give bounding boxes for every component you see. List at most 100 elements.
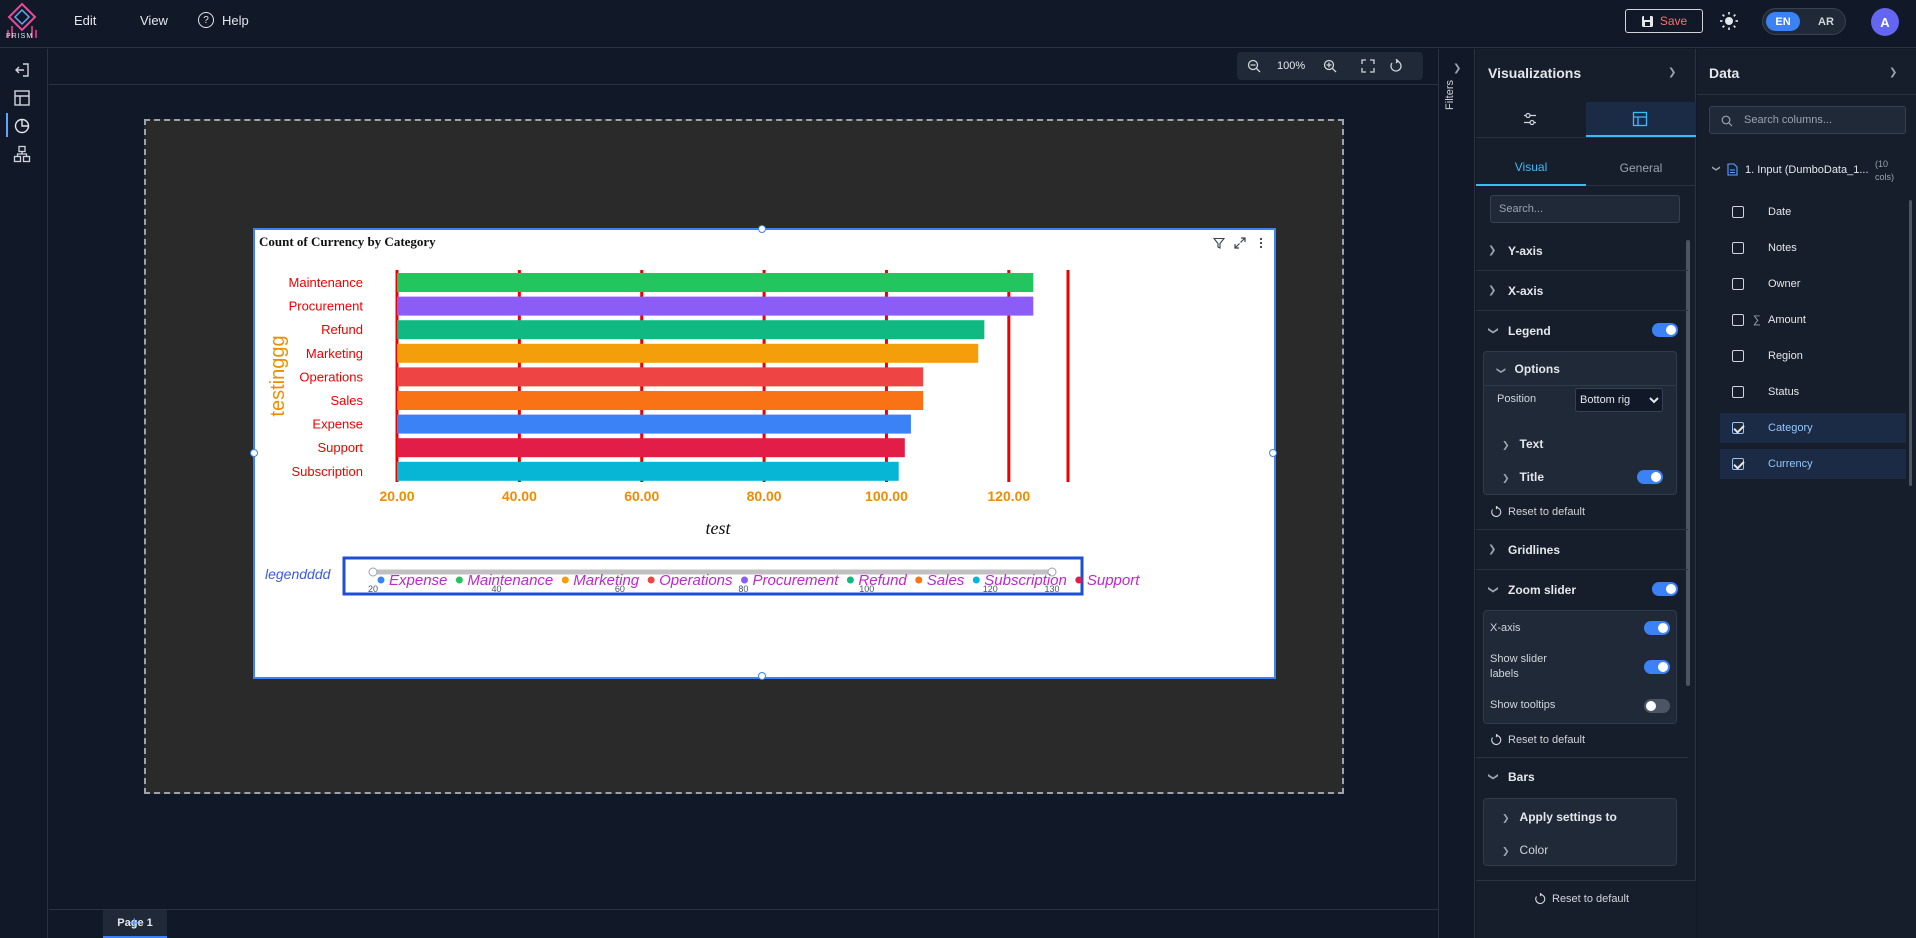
hierarchy-icon[interactable] — [13, 145, 31, 163]
section-x-axis[interactable]: ❯ X-axis — [1476, 271, 1688, 311]
layout-tab-active[interactable] — [1586, 102, 1696, 137]
source-count: (10 cols) — [1875, 159, 1895, 182]
apply-settings-row[interactable]: ❯ Apply settings to — [1502, 810, 1617, 824]
legend-reset-button[interactable]: Reset to default — [1490, 506, 1585, 518]
legend-item: Marketing — [573, 572, 640, 589]
help-icon[interactable]: ? — [198, 12, 214, 28]
menu-view[interactable]: View — [140, 13, 168, 28]
bar-expense — [397, 414, 911, 434]
column-row-owner[interactable]: Owner — [1720, 269, 1906, 299]
tab-visual[interactable]: Visual — [1476, 150, 1586, 186]
top-bar: PRISM Edit View ? Help Save EN AR A — [0, 0, 1916, 48]
column-checkbox[interactable] — [1732, 278, 1744, 290]
menu-edit[interactable]: Edit — [74, 13, 97, 28]
zoom-level: 100% — [1277, 60, 1306, 72]
viz-collapse-icon[interactable]: ❯ — [1668, 67, 1677, 78]
columns-search-input[interactable] — [1709, 106, 1906, 134]
column-row-amount[interactable]: ∑ Amount — [1720, 305, 1906, 335]
legend-position-select[interactable]: Bottom rig — [1575, 388, 1663, 412]
legend-text-row[interactable]: ❯ Text — [1502, 437, 1544, 451]
data-source-row[interactable]: ❯ 1. Input (DumboData_1... (10 cols) — [1709, 156, 1909, 186]
language-toggle[interactable]: EN AR — [1762, 8, 1846, 35]
column-checkbox[interactable] — [1732, 242, 1744, 254]
column-row-category[interactable]: Category — [1720, 413, 1906, 443]
zoom-reset-button[interactable]: Reset to default — [1490, 734, 1585, 746]
column-checkbox[interactable] — [1732, 422, 1744, 434]
legend-toggle[interactable] — [1652, 323, 1678, 337]
viz-search-input[interactable] — [1490, 195, 1680, 223]
zoom-in-icon[interactable] — [1323, 59, 1337, 73]
column-name: Category — [1768, 422, 1813, 434]
color-label: Color — [1519, 843, 1549, 857]
column-checkbox[interactable] — [1732, 314, 1744, 326]
bar-maintenance — [397, 273, 1034, 292]
section-zoom-slider[interactable]: ❯ Zoom slider — [1487, 583, 1577, 597]
section-bars[interactable]: ❯ Bars — [1487, 770, 1535, 784]
column-checkbox[interactable] — [1732, 350, 1744, 362]
data-scrollbar[interactable] — [1909, 200, 1912, 486]
page-tabs-bar: Page 1 + — [49, 909, 1438, 938]
show-slider-labels-toggle[interactable] — [1644, 660, 1670, 674]
section-gridlines[interactable]: ❯ Gridlines — [1476, 530, 1688, 570]
save-button[interactable]: Save — [1625, 9, 1703, 33]
zoom-x-axis-toggle[interactable] — [1644, 621, 1670, 635]
resize-handle-bottom[interactable] — [758, 672, 766, 680]
column-row-date[interactable]: Date — [1720, 197, 1906, 227]
fit-screen-icon[interactable] — [1361, 59, 1375, 73]
prism-logo[interactable]: PRISM — [2, 0, 42, 44]
x-tick-label: 40.00 — [502, 488, 537, 504]
viz-scrollbar[interactable] — [1686, 240, 1690, 686]
column-row-status[interactable]: Status — [1720, 377, 1906, 407]
x-tick-label: 80.00 — [747, 488, 782, 504]
column-checkbox[interactable] — [1732, 458, 1744, 470]
legend-options-header[interactable]: ❯ Options — [1496, 362, 1560, 376]
section-legend[interactable]: ❯ Legend — [1487, 324, 1551, 338]
column-checkbox[interactable] — [1732, 206, 1744, 218]
chart-pie-icon[interactable] — [13, 117, 31, 135]
source-name: 1. Input (DumboData_1... — [1745, 164, 1869, 176]
layout-icon[interactable] — [13, 89, 31, 107]
add-page-button[interactable]: + — [129, 913, 140, 933]
theme-sun-icon[interactable] — [1719, 11, 1739, 31]
column-row-region[interactable]: Region — [1720, 341, 1906, 371]
column-checkbox[interactable] — [1732, 386, 1744, 398]
legend-title-toggle[interactable] — [1637, 470, 1663, 484]
legend-title-row[interactable]: ❯ Title — [1502, 470, 1544, 484]
filters-strip[interactable]: ❯ — [1438, 49, 1475, 938]
format-settings-icon[interactable] — [1522, 111, 1538, 127]
show-tooltips-toggle[interactable] — [1644, 699, 1670, 713]
x-tick-label: 120.00 — [987, 488, 1030, 504]
zoom-out-icon[interactable] — [1247, 59, 1261, 73]
more-options-icon[interactable] — [1255, 237, 1267, 249]
column-name: Status — [1768, 386, 1800, 398]
section-y-axis[interactable]: ❯ Y-axis — [1476, 231, 1688, 271]
reset-view-icon[interactable] — [1389, 59, 1403, 73]
color-row[interactable]: ❯ Color — [1502, 843, 1549, 857]
tab-general-label: General — [1619, 160, 1663, 175]
x-tick-label: 20.00 — [379, 488, 414, 504]
bar-operations — [397, 367, 924, 387]
section-zoom-slider-label: Zoom slider — [1508, 583, 1577, 597]
data-collapse-icon[interactable]: ❯ — [1889, 67, 1898, 78]
title-label: Title — [1519, 470, 1544, 484]
exit-icon[interactable] — [13, 61, 31, 79]
resize-handle-top[interactable] — [758, 225, 766, 233]
y-tick-label: Maintenance — [289, 275, 363, 290]
expand-icon[interactable] — [1234, 237, 1246, 249]
viz-reset-all-button[interactable]: Reset to default — [1534, 893, 1629, 905]
resize-handle-right[interactable] — [1269, 449, 1277, 457]
resize-handle-left[interactable] — [250, 449, 258, 457]
lang-ar[interactable]: AR — [1818, 15, 1834, 28]
column-row-currency[interactable]: Currency — [1720, 449, 1906, 479]
avatar[interactable]: A — [1871, 8, 1899, 36]
tab-general[interactable]: General — [1586, 150, 1696, 186]
page-tab-1[interactable]: Page 1 — [103, 910, 167, 938]
lang-en[interactable]: EN — [1766, 12, 1800, 31]
filters-chevron-icon[interactable]: ❯ — [1453, 63, 1462, 74]
zoom-slider-toggle[interactable] — [1652, 582, 1678, 596]
menu-help[interactable]: Help — [222, 13, 249, 28]
chart-visual[interactable]: Count of Currency by Category Maintenanc… — [250, 225, 1277, 680]
column-row-notes[interactable]: Notes — [1720, 233, 1906, 263]
zoom-toolbar: 100% — [1237, 52, 1423, 80]
filter-icon[interactable] — [1213, 237, 1225, 249]
